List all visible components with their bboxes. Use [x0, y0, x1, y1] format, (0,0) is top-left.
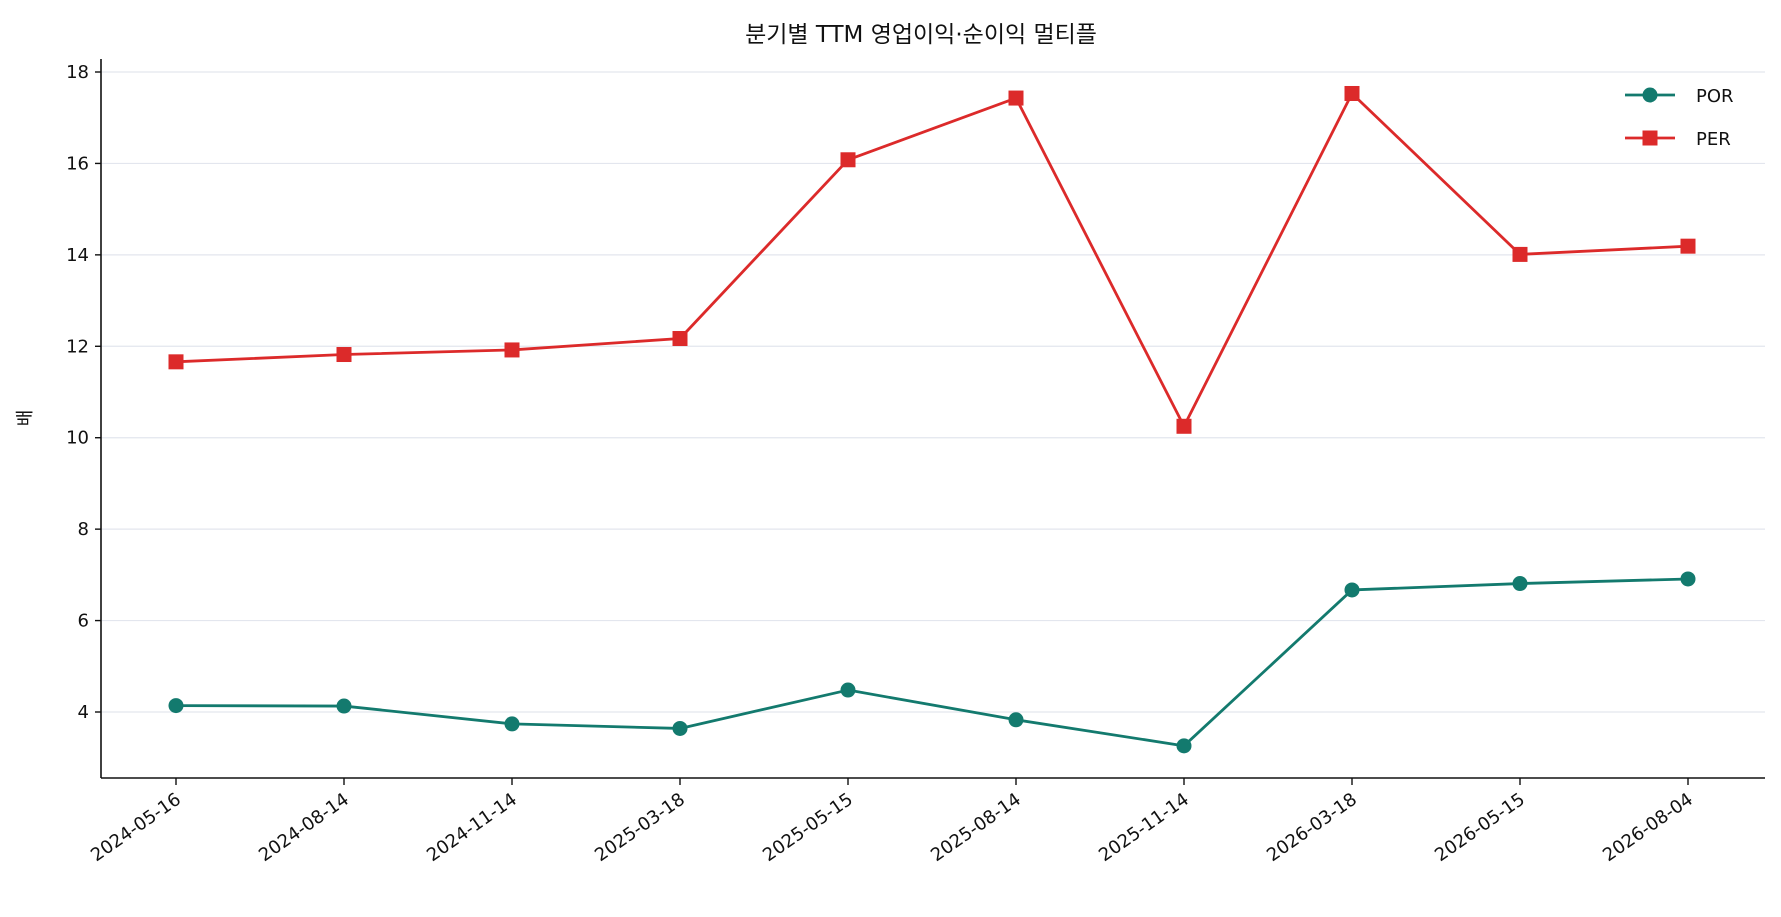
- x-tick-label: 2026-05-15: [1431, 789, 1529, 866]
- x-tick-label: 2025-11-14: [1095, 789, 1193, 866]
- x-tick-label: 2026-03-18: [1263, 789, 1361, 866]
- y-tick-label: 6: [78, 611, 89, 632]
- y-tick-label: 16: [66, 153, 89, 174]
- tick-labels: 4 6 8 10 12 14 16 18 2024-05-16 2024-08-14 2024-11…: [66, 62, 1697, 866]
- chart-title: 분기별 TTM 영업이익·순이익 멀티플: [745, 22, 1097, 48]
- y-tick-label: 18: [66, 62, 89, 83]
- data-point-per: [1344, 85, 1360, 101]
- data-point-per: [672, 331, 688, 347]
- y-tick-label: 14: [66, 245, 89, 266]
- data-point-por: [1008, 712, 1024, 728]
- series-line-per: [175, 92, 1689, 428]
- x-tick-label: 2024-11-14: [423, 789, 521, 866]
- y-tick-label: 8: [78, 519, 89, 540]
- data-point-per: [1176, 418, 1192, 434]
- data-point-por: [1512, 576, 1528, 592]
- x-tick-label: 2025-08-14: [927, 789, 1025, 866]
- legend-marker-por: [1642, 87, 1658, 103]
- data-point-por: [336, 698, 352, 714]
- legend-label-por: POR: [1696, 86, 1734, 107]
- gridlines: [101, 71, 1765, 713]
- data-point-per: [168, 354, 184, 370]
- data-point-por: [840, 682, 856, 698]
- x-tick-label: 2026-08-04: [1599, 789, 1697, 866]
- legend-marker-per: [1642, 130, 1658, 146]
- data-point-por: [1176, 738, 1192, 754]
- axes: [100, 59, 1765, 779]
- data-point-por: [168, 698, 184, 714]
- x-tick-label: 2024-05-16: [87, 789, 185, 866]
- y-tick-label: 12: [66, 336, 89, 357]
- data-point-por: [1680, 571, 1696, 587]
- data-point-por: [504, 716, 520, 732]
- legend: POR PER: [1625, 86, 1734, 150]
- data-point-per: [504, 342, 520, 358]
- y-axis-label: 배: [15, 410, 36, 427]
- data-point-per: [840, 152, 856, 168]
- x-tick-label: 2025-03-18: [591, 789, 689, 866]
- y-tick-label: 10: [66, 428, 89, 449]
- series-layer: [168, 85, 1696, 754]
- series-line-por: [175, 577, 1689, 748]
- data-point-per: [1512, 246, 1528, 262]
- data-point-por: [1344, 582, 1360, 598]
- data-point-per: [1008, 90, 1024, 106]
- legend-label-per: PER: [1696, 129, 1731, 150]
- data-point-per: [336, 347, 352, 363]
- data-point-per: [1680, 238, 1696, 254]
- data-point-por: [672, 720, 688, 736]
- y-tick-label: 4: [78, 702, 89, 723]
- x-tick-label: 2024-08-14: [255, 789, 353, 866]
- x-tick-label: 2025-05-15: [759, 789, 857, 866]
